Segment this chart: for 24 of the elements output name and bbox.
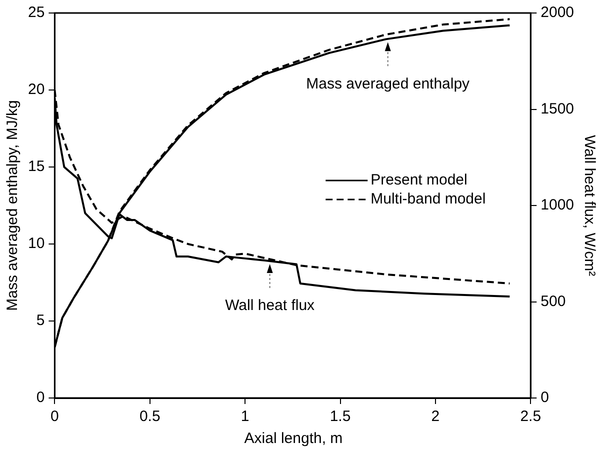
y2-tick-label: 0 bbox=[540, 389, 549, 406]
y-tick-label: 0 bbox=[36, 389, 45, 406]
x-tick-label: 0 bbox=[50, 408, 59, 426]
y2-tick-label: 1500 bbox=[540, 100, 574, 118]
y2-axis-title: Wall heat flux, W/cm² bbox=[580, 134, 598, 276]
legend-label: Multi-band model bbox=[370, 190, 486, 208]
x-tick-label: 1.5 bbox=[330, 408, 351, 426]
legend-label: Present model bbox=[370, 172, 468, 189]
x-axis-title: Axial length, m bbox=[243, 430, 344, 447]
x-tick-label: 2 bbox=[431, 408, 440, 426]
x-tick-label: 2.5 bbox=[520, 408, 542, 426]
y2-tick-label: 2000 bbox=[540, 4, 574, 22]
y-tick-label: 5 bbox=[36, 312, 45, 330]
annotation: Wall heat flux bbox=[225, 297, 316, 314]
y-tick-label: 15 bbox=[28, 158, 45, 176]
y-tick-label: 10 bbox=[28, 235, 45, 252]
annotation: Mass averaged enthalpy bbox=[306, 75, 470, 92]
x-tick-label: 1 bbox=[240, 408, 250, 426]
y2-tick-label: 1000 bbox=[540, 196, 574, 214]
x-tick-label: 0.5 bbox=[139, 408, 160, 426]
y-axis-title: Mass averaged enthalpy, MJ/kg bbox=[4, 100, 22, 311]
y2-tick-label: 500 bbox=[540, 292, 566, 310]
y-tick-label: 20 bbox=[28, 81, 45, 98]
y-tick-label: 25 bbox=[28, 4, 45, 22]
